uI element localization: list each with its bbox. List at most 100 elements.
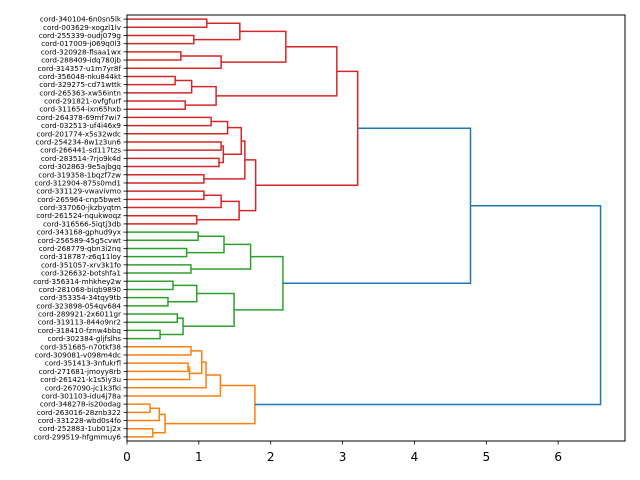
leaf-label: cord-316566-5iqtj3db <box>43 219 121 228</box>
dendrogram-link-m4 <box>127 55 222 69</box>
dendrogram-link-m23 <box>239 159 257 212</box>
leaf-label: cord-032513-uf4i46x9 <box>41 121 121 130</box>
dendrogram-link-g5 <box>127 280 174 291</box>
dendrogram-links <box>127 18 602 438</box>
leaf-label: cord-265964-cnp5bwet <box>37 195 121 204</box>
leaf-label: cord-271681-jmoyy8rb <box>39 367 122 376</box>
leaf-label: cord-301103-idu4j78a <box>41 391 121 400</box>
dendrogram-link-m16 <box>223 126 243 156</box>
leaf-label: cord-252883-1ub01j2x <box>39 424 122 433</box>
leaf-label: cord-314357-u1m7yr8f <box>38 64 122 73</box>
dendrogram-link-o0 <box>127 346 192 356</box>
leaf-label: cord-265363-xw56intn <box>39 88 121 97</box>
leaf-label: cord-323898-054qv684 <box>36 301 121 310</box>
leaf-label: cord-264378-69mf7wi7 <box>37 113 121 122</box>
leaf-label: cord-309081-v098m4dc <box>35 350 121 359</box>
dendrogram-link-m10 <box>216 45 338 97</box>
dendrogram-link-m24 <box>255 70 359 186</box>
dendrogram-link-g12 <box>234 255 284 311</box>
leaf-label: cord-256589-45g5cvwt <box>37 236 121 245</box>
x-tick-label: 5 <box>482 450 490 464</box>
leaf-label: cord-356048-nku844kt <box>39 72 121 81</box>
leaf-label: cord-331129-vwavivmo <box>36 187 121 196</box>
dendrogram-link-g8 <box>127 313 179 323</box>
leaf-label: cord-261421-k1s5iy3u <box>40 375 121 384</box>
leaf-label: cord-255339-oudj079g <box>39 31 121 40</box>
leaf-label: cord-353354-34tqy9tb <box>40 293 122 302</box>
leaf-label: cord-003629-xogzl1lv <box>43 23 122 32</box>
dendrogram-link-m13 <box>127 141 222 151</box>
dendrogram-link-m2 <box>193 22 241 41</box>
dendrogram-link-m5 <box>221 30 287 63</box>
dendrogram-link-g11 <box>183 292 235 328</box>
axes-frame <box>126 14 626 442</box>
leaf-label: cord-351057-xrv3k1fo <box>41 260 121 269</box>
leaf-label: cord-261524-nqukwoqz <box>36 211 121 220</box>
leaf-label: cord-266441-sd117tzs <box>40 146 121 155</box>
leaf-label: cord-291821-ovfgfurf <box>44 97 121 106</box>
dendrogram-link-m17 <box>127 174 205 184</box>
dendrogram-link-g2 <box>186 235 225 254</box>
dendrogram-link-m3 <box>127 51 182 61</box>
dendrogram-link-m0 <box>127 18 208 29</box>
dendrogram-link-o1 <box>127 362 189 373</box>
dendrogram-link-m7 <box>127 79 193 94</box>
leaf-label: cord-318410-fznw4bbq <box>38 326 121 335</box>
x-tick-label: 4 <box>411 450 419 464</box>
leaf-label: cord-281068-biqb9890 <box>39 285 122 294</box>
dendrogram-link-o7 <box>127 407 161 422</box>
x-tick-label: 1 <box>195 450 203 464</box>
dendrogram-link-m11 <box>127 116 212 127</box>
leaf-label: cord-201774-x5s32wdc <box>37 129 122 138</box>
dendrogram-link-o10 <box>165 384 256 425</box>
leaf-label: cord-017009-j069q0l3 <box>41 39 121 48</box>
dendrogram-link-o6 <box>127 403 151 414</box>
leaf-label: cord-302384-gljfslhs <box>48 334 122 343</box>
x-axis-ticks: 0 1 2 3 4 5 6 <box>123 441 562 464</box>
dendrogram-link-m20 <box>127 194 222 209</box>
leaf-label: cord-329275-cd71wttk <box>39 80 122 89</box>
dendrogram-link-m8 <box>127 100 186 110</box>
leaf-label: cord-302863-9e5ajbgq <box>39 162 121 171</box>
dendrogram-link-g10 <box>160 317 184 336</box>
dendrogram-link-g4 <box>190 243 252 270</box>
dendrogram-link-o8 <box>127 427 154 438</box>
x-tick-label: 3 <box>339 450 347 464</box>
dendrogram-link-g3 <box>127 264 192 274</box>
dendrogram-link-m18 <box>203 140 246 180</box>
leaf-label: cord-268779-qbn3i2nq <box>39 244 121 253</box>
dendrogram-link-m22 <box>196 200 240 221</box>
dendrogram-link-g0 <box>127 231 199 242</box>
x-tick-label: 0 <box>123 450 131 464</box>
dendrogram-link-o2 <box>127 366 191 381</box>
dendrogram-link-b0 <box>282 127 472 285</box>
leaf-label: cord-289921-2x6011gr <box>38 310 121 319</box>
y-axis-leaf-labels: cord-340104-6n0sn5lkcord-003629-xogzl1lv… <box>33 15 127 441</box>
x-tick-label: 2 <box>267 450 275 464</box>
dendrogram-link-m12 <box>127 120 229 135</box>
leaf-label: cord-337060-jkzbyqtm <box>40 203 122 212</box>
leaf-label: cord-343168-gphud9yx <box>37 228 122 237</box>
leaf-label: cord-288409-idq780jb <box>41 56 121 65</box>
leaf-label: cord-254234-8w1z3un6 <box>36 137 122 146</box>
dendrogram-link-m6 <box>127 75 176 86</box>
leaf-label: cord-319113-844o9nr2 <box>38 318 121 327</box>
leaf-label: cord-311654-ixn65hxb <box>39 105 121 114</box>
dendrogram-link-b1 <box>254 205 602 406</box>
dendrogram-link-g1 <box>127 247 188 258</box>
dendrogram-link-m15 <box>218 145 225 164</box>
leaf-label: cord-283514-7rjo9k4d <box>41 154 121 163</box>
leaf-label: cord-340104-6n0sn5lk <box>40 15 122 24</box>
dendrogram-link-m9 <box>185 85 217 106</box>
leaf-label: cord-326632-botshfa1 <box>41 269 121 278</box>
dendrogram-link-m1 <box>127 34 195 45</box>
dendrogram-link-m14 <box>127 157 220 168</box>
leaf-label: cord-299519-hfgmmuy6 <box>34 432 122 441</box>
leaf-label: cord-331228-wbd0s4fo <box>38 416 121 425</box>
x-tick-label: 6 <box>554 450 562 464</box>
dendrogram-link-o4 <box>127 361 207 389</box>
leaf-label: cord-351685-n70tkf38 <box>40 342 121 351</box>
leaf-label: cord-319358-1bqzf7zw <box>38 170 121 179</box>
dendrogram-link-m19 <box>127 190 205 201</box>
leaf-label: cord-267090-jc1k3fki <box>45 383 121 392</box>
